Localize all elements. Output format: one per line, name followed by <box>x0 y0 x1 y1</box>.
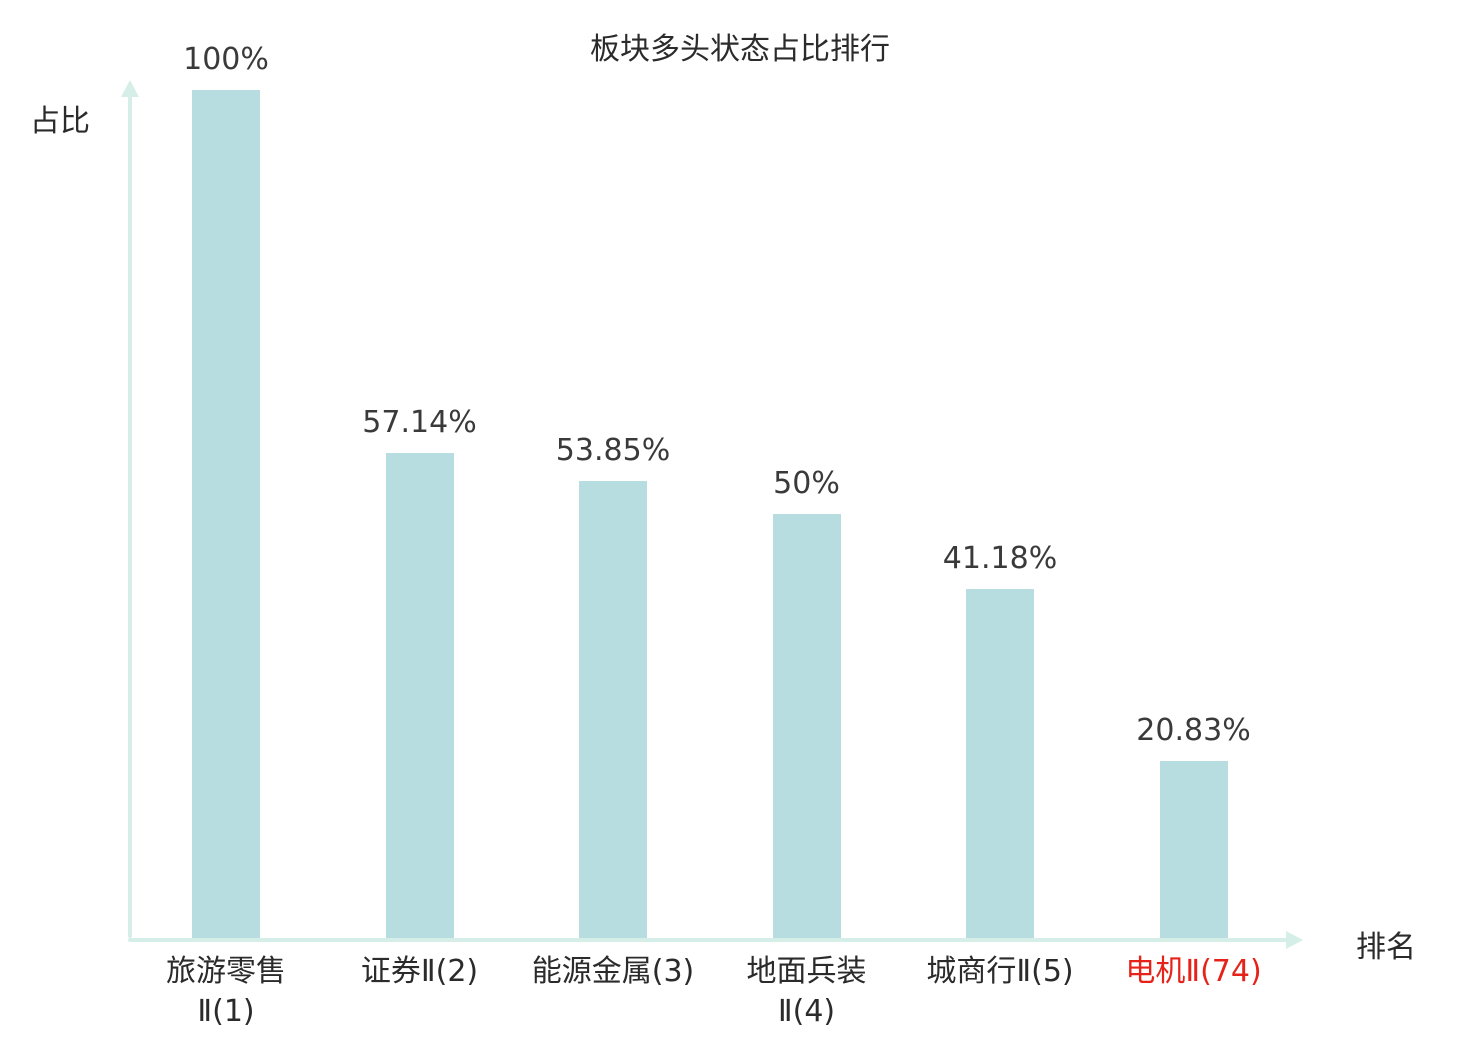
bar-value-label: 50% <box>773 466 840 501</box>
x-axis-label: 排名 <box>1356 930 1416 965</box>
bar <box>579 481 647 938</box>
bar-value-label: 20.83% <box>1136 713 1251 748</box>
bar-category-label: 电机Ⅱ(74) <box>1125 954 1262 989</box>
bar <box>192 90 260 938</box>
bar <box>1159 761 1228 938</box>
bar-value-label: 53.85% <box>555 433 671 468</box>
bar-value-label: 41.18% <box>942 541 1058 576</box>
chart-title: 板块多头状态占比排行 <box>590 32 890 67</box>
bar <box>772 514 841 938</box>
y-axis-label: 占比 <box>30 104 90 139</box>
bar-category-label: 证券Ⅱ(2) <box>360 954 479 989</box>
bar-category-label: 地面兵装 Ⅱ(4) <box>746 954 867 1029</box>
bar-category-label: 城商行Ⅱ(5) <box>926 954 1074 989</box>
bar-value-label: 57.14% <box>362 405 477 440</box>
y-axis-arrow-icon <box>121 80 139 97</box>
y-axis-line <box>128 96 132 938</box>
bar <box>385 453 454 938</box>
x-axis-arrow-icon <box>1286 931 1303 949</box>
bar-category-label: 旅游零售 Ⅱ(1) <box>166 954 286 1029</box>
bar <box>966 589 1034 938</box>
bar-value-label: 100% <box>183 42 269 77</box>
bar-category-label: 能源金属(3) <box>531 954 695 989</box>
x-axis-line <box>128 938 1288 942</box>
